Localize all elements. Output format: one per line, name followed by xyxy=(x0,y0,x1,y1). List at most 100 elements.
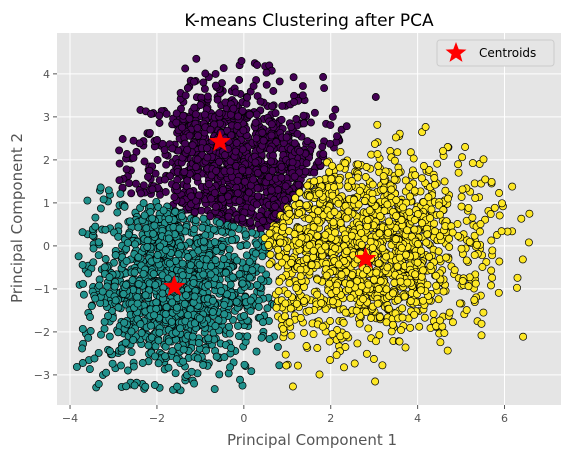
data-point xyxy=(432,281,441,290)
data-point xyxy=(245,110,254,119)
data-point xyxy=(266,145,274,154)
data-point xyxy=(99,195,108,204)
data-point xyxy=(229,222,238,231)
data-point xyxy=(182,291,190,300)
data-point xyxy=(378,361,387,370)
data-point xyxy=(238,166,247,175)
data-point xyxy=(210,238,219,247)
data-point xyxy=(385,217,393,226)
data-point xyxy=(237,56,246,65)
data-point xyxy=(187,192,196,201)
data-point xyxy=(310,108,319,117)
data-point xyxy=(277,258,286,267)
data-point xyxy=(448,228,457,237)
data-point xyxy=(401,176,410,185)
y-tick-label: 2 xyxy=(43,154,50,167)
data-point xyxy=(267,186,276,195)
data-point xyxy=(419,266,427,275)
data-point xyxy=(190,77,198,86)
data-point xyxy=(337,270,346,279)
data-point xyxy=(200,110,209,119)
data-point xyxy=(372,337,380,346)
data-point xyxy=(254,192,262,201)
data-point xyxy=(262,68,271,77)
data-point xyxy=(155,119,164,127)
data-point xyxy=(139,269,148,278)
data-point xyxy=(332,286,341,295)
data-point xyxy=(247,367,256,376)
data-point xyxy=(391,235,400,244)
data-point xyxy=(296,265,305,274)
data-point xyxy=(150,381,159,389)
data-point xyxy=(231,88,240,97)
data-point xyxy=(309,223,318,232)
data-point xyxy=(393,295,402,304)
data-point xyxy=(445,234,453,243)
legend-label: Centroids xyxy=(479,46,536,60)
data-point xyxy=(295,209,303,218)
data-point xyxy=(113,208,122,217)
data-point xyxy=(275,361,284,370)
data-point xyxy=(257,275,265,284)
data-point xyxy=(287,258,296,267)
data-point xyxy=(198,223,207,232)
data-point xyxy=(398,304,407,313)
data-point xyxy=(243,332,252,341)
data-point xyxy=(305,306,314,315)
data-point xyxy=(105,332,114,341)
data-point xyxy=(468,213,477,222)
data-point xyxy=(240,360,249,369)
data-point xyxy=(123,238,132,247)
data-point xyxy=(204,334,213,343)
data-point xyxy=(129,362,138,371)
data-point xyxy=(209,225,218,234)
data-point xyxy=(436,210,444,219)
data-point xyxy=(273,342,282,351)
data-point xyxy=(204,281,213,290)
data-point xyxy=(168,144,177,153)
data-point xyxy=(111,251,120,260)
data-point xyxy=(150,311,159,320)
data-point xyxy=(295,224,304,233)
data-point xyxy=(353,173,362,182)
data-point xyxy=(253,280,262,289)
data-point xyxy=(258,252,267,261)
data-point xyxy=(427,205,436,214)
data-point xyxy=(97,330,105,339)
data-point xyxy=(488,246,497,255)
data-point xyxy=(120,202,129,211)
data-point xyxy=(175,224,184,233)
data-point xyxy=(292,299,301,308)
data-point xyxy=(224,212,233,221)
data-point xyxy=(476,227,484,236)
data-point xyxy=(347,231,356,240)
data-point xyxy=(281,182,290,191)
data-point xyxy=(319,150,328,158)
data-point xyxy=(160,175,169,184)
data-point xyxy=(335,163,344,172)
data-point xyxy=(363,216,372,224)
data-point xyxy=(336,147,345,156)
data-point xyxy=(432,271,440,280)
data-point xyxy=(319,73,328,81)
data-point xyxy=(246,296,255,305)
data-point xyxy=(253,168,262,177)
data-point xyxy=(519,332,528,341)
data-point xyxy=(415,322,424,331)
data-point xyxy=(418,219,426,228)
data-point xyxy=(331,244,340,253)
data-point xyxy=(431,180,439,189)
data-point xyxy=(314,207,323,216)
data-point xyxy=(440,177,449,186)
data-point xyxy=(178,123,187,132)
data-point xyxy=(397,243,406,252)
data-point xyxy=(286,304,295,313)
data-point xyxy=(178,271,187,280)
data-point xyxy=(302,342,311,350)
data-point xyxy=(296,314,305,322)
data-point xyxy=(206,125,215,134)
data-point xyxy=(158,289,167,298)
data-point xyxy=(193,124,202,133)
data-point xyxy=(317,299,326,308)
data-point xyxy=(352,306,361,315)
